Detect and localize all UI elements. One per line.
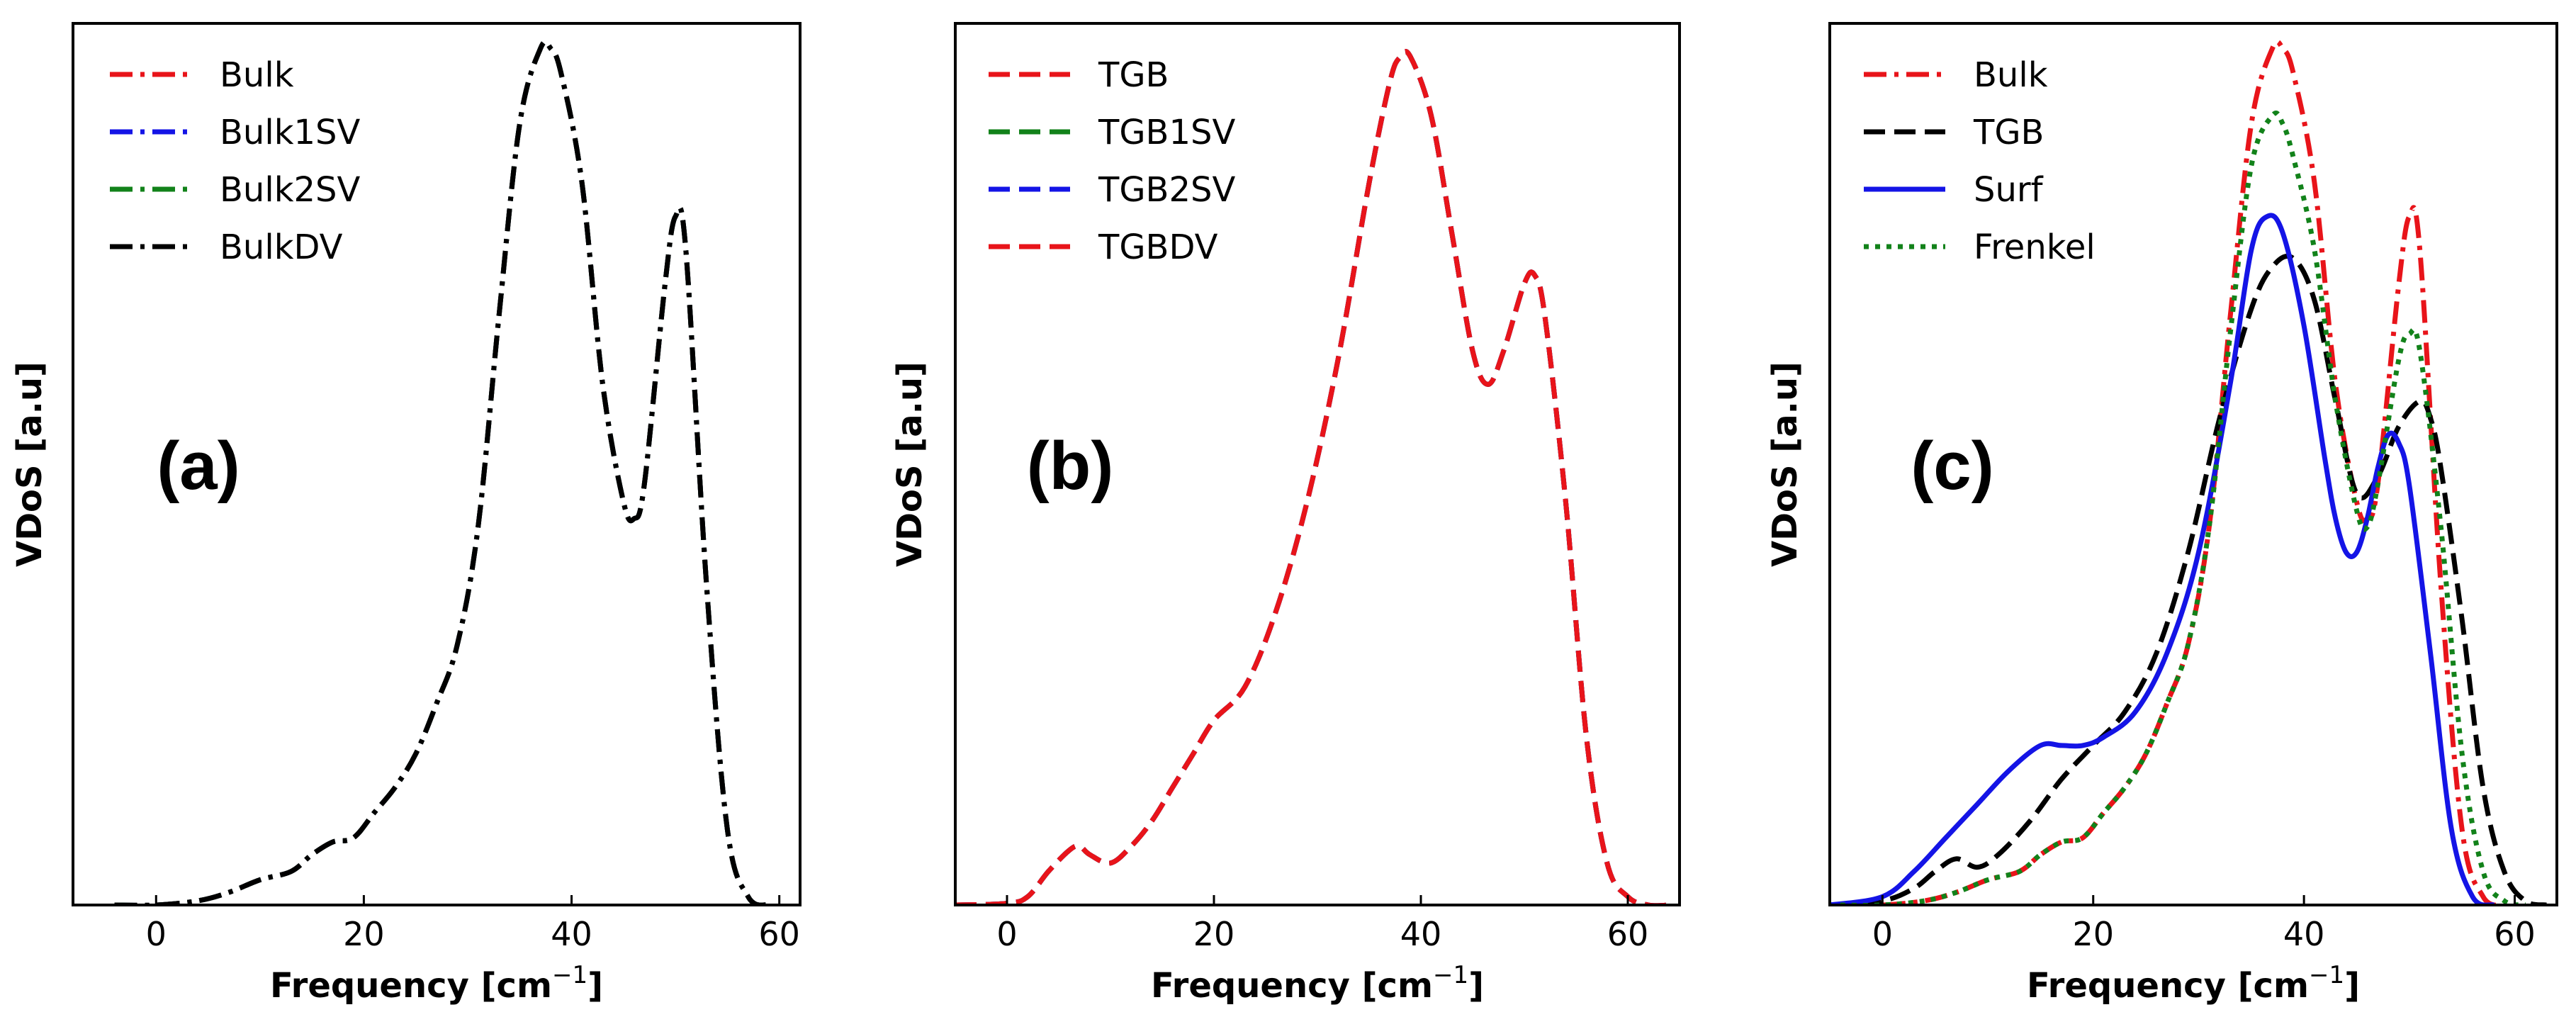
x-tick-label: 20 bbox=[343, 915, 385, 953]
x-axis-label: Frequency [cm−1] bbox=[2027, 961, 2360, 1006]
legend-label-surf: Surf bbox=[1974, 170, 2044, 210]
x-tick-label: 40 bbox=[551, 915, 592, 953]
x-tick-label: 0 bbox=[996, 915, 1017, 953]
legend-label-bulk: Bulk bbox=[220, 55, 294, 95]
legend-label-bulk1sv: Bulk1SV bbox=[220, 113, 360, 152]
y-axis-label: VDoS [a.u] bbox=[890, 361, 930, 567]
legend: TGB TGB1SV TGB2SV TGBDV bbox=[989, 55, 1235, 267]
x-tick-label: 40 bbox=[1400, 915, 1442, 953]
x-tick-label: 20 bbox=[1193, 915, 1235, 953]
x-tick-label: 0 bbox=[146, 915, 167, 953]
legend-label-bulk2sv: Bulk2SV bbox=[220, 170, 360, 210]
x-tick-label: 60 bbox=[758, 915, 800, 953]
x-tick-label: 60 bbox=[1607, 915, 1649, 953]
x-tick-label: 60 bbox=[2494, 915, 2536, 953]
panel-a: 0 20 40 60 Frequency [cm−1] VDoS [a.u] (a) Bulk… bbox=[10, 22, 802, 1006]
legend-label-tgb: TGB bbox=[1098, 55, 1169, 95]
x-tick-label: 40 bbox=[2283, 915, 2325, 953]
plot-frame bbox=[72, 22, 802, 906]
panel-label: (c) bbox=[1911, 428, 1993, 504]
plot-frame bbox=[954, 22, 1681, 906]
y-axis-label: VDoS [a.u] bbox=[1765, 361, 1805, 567]
series-line-tgb bbox=[1830, 253, 2547, 905]
legend-label-frenkel: Frenkel bbox=[1974, 227, 2096, 267]
legend-label-bulk: Bulk bbox=[1974, 55, 2048, 95]
legend-label-bulkdv: BulkDV bbox=[220, 227, 343, 267]
panel-c: 0 20 40 60 Frequency [cm−1] VDoS [a.u] (c) Bulk… bbox=[1765, 22, 2558, 1006]
legend-label-tgb2sv: TGB2SV bbox=[1098, 170, 1235, 210]
legend: Bulk TGB Surf Frenkel bbox=[1864, 55, 2096, 267]
x-axis-label: Frequency [cm−1] bbox=[270, 961, 603, 1006]
panel-label: (a) bbox=[157, 428, 240, 504]
x-axis-label: Frequency [cm−1] bbox=[1151, 961, 1484, 1006]
series-line-bulkdv bbox=[114, 39, 770, 905]
legend-label-tgb1sv: TGB1SV bbox=[1098, 113, 1235, 152]
series-group bbox=[955, 49, 1670, 905]
x-tick-label: 20 bbox=[2072, 915, 2114, 953]
series-group bbox=[1830, 39, 2547, 905]
panel-label: (b) bbox=[1027, 428, 1114, 504]
series-group bbox=[114, 39, 770, 905]
series-line-tgbdv bbox=[955, 49, 1670, 905]
legend-label-tgbdv: TGBDV bbox=[1098, 227, 1218, 267]
series-line-surf bbox=[1830, 213, 2495, 905]
y-axis-label: VDoS [a.u] bbox=[10, 361, 50, 567]
plot-frame bbox=[1828, 22, 2558, 906]
legend: Bulk Bulk1SV Bulk2SV BulkDV bbox=[110, 55, 360, 267]
legend-label-tgb: TGB bbox=[1973, 113, 2044, 152]
x-tick-label: 0 bbox=[1872, 915, 1893, 953]
